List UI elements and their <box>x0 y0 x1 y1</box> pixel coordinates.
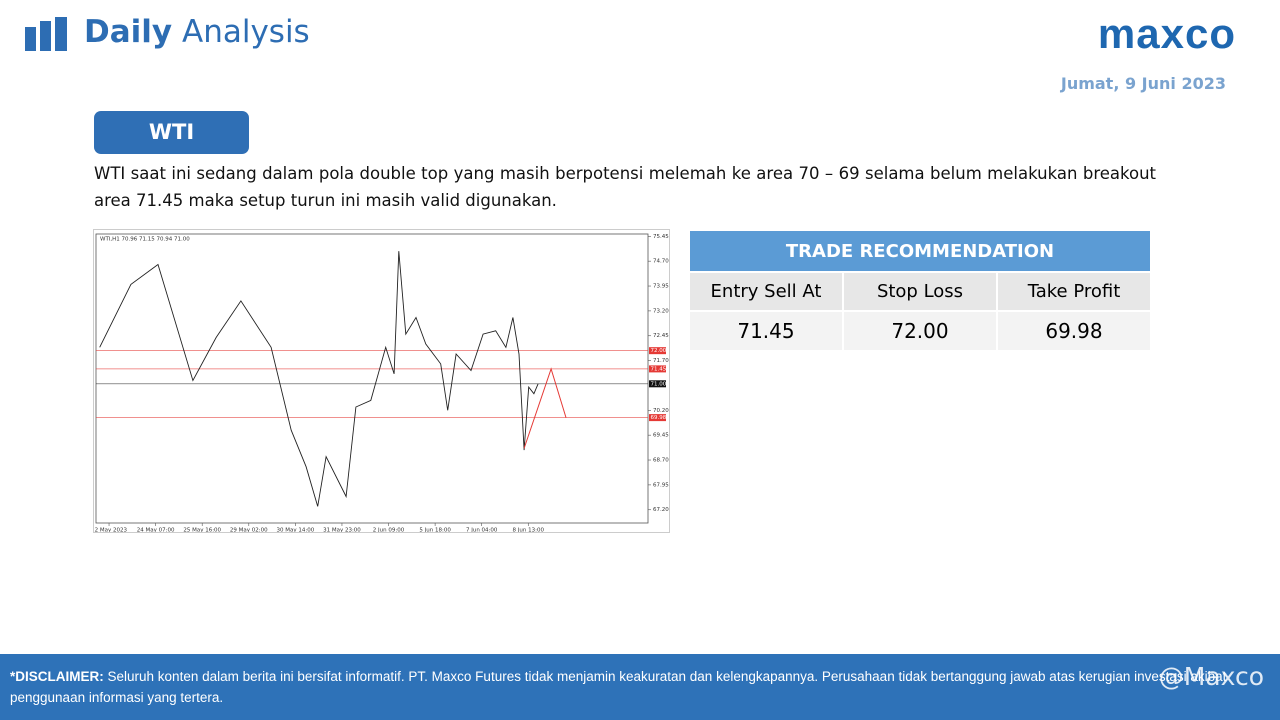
social-handle: @Maxco <box>1158 662 1264 691</box>
price-line <box>99 251 539 507</box>
title-bold: Daily <box>84 14 173 50</box>
projection-line <box>523 367 567 449</box>
level-tag <box>649 380 666 388</box>
column-header: Stop Loss <box>842 271 998 312</box>
cell: 72.00 <box>842 310 998 352</box>
y-tick-label: 67.20 <box>653 507 669 513</box>
level-label: 71.45 <box>651 366 667 372</box>
y-tick-label: 74.70 <box>653 259 669 265</box>
disclaimer-label: *DISCLAIMER: <box>10 669 104 684</box>
y-tick-label: 68.70 <box>653 458 669 464</box>
level-tag <box>649 347 666 355</box>
footer: *DISCLAIMER: Seluruh konten dalam berita… <box>0 654 1280 720</box>
level-label: 72.00 <box>651 348 667 354</box>
x-tick-label: 25 May 16:00 <box>183 528 221 534</box>
brand-logo: maxco <box>1097 10 1236 57</box>
title-rest: Analysis <box>181 14 310 50</box>
disclaimer-text: Seluruh konten dalam berita ini bersifat… <box>10 669 1227 705</box>
column-header: Entry Sell At <box>688 271 844 312</box>
page-title: Daily Analysis <box>84 14 310 50</box>
table-title: TRADE RECOMMENDATION <box>688 229 1152 273</box>
y-tick-label: 73.95 <box>653 284 669 290</box>
x-tick-label: 5 Jun 18:00 <box>419 528 451 534</box>
y-tick-label: 71.70 <box>653 358 669 364</box>
x-tick-label: 2 Jun 09:00 <box>373 528 405 534</box>
x-tick-label: 24 May 07:00 <box>137 528 175 534</box>
logo-icon <box>25 17 67 51</box>
section-label: WTI <box>94 111 249 154</box>
price-chart: WTI,H1 70.96 71.15 70.94 71.00 75.45 74.70… <box>93 229 670 533</box>
level-tag <box>649 414 666 422</box>
level-label: 71.00 <box>651 381 667 387</box>
x-tick-label: 8 Jun 13:00 <box>513 528 545 534</box>
x-tick-label: 7 Jun 04:00 <box>466 528 498 534</box>
cell: 69.98 <box>996 310 1152 352</box>
column-header: Take Profit <box>996 271 1152 312</box>
analysis-text: WTI saat ini sedang dalam pola double to… <box>94 164 1156 210</box>
cell: 71.45 <box>688 310 844 352</box>
date: Jumat, 9 Juni 2023 <box>1060 74 1226 93</box>
y-tick-label: 73.20 <box>653 308 669 314</box>
y-tick-label: 70.20 <box>653 408 669 414</box>
x-tick-label: 31 May 23:00 <box>323 528 361 534</box>
x-tick-label: 29 May 02:00 <box>230 528 268 534</box>
level-label: 69.98 <box>651 415 667 421</box>
disclaimer: *DISCLAIMER: Seluruh konten dalam berita… <box>10 666 1270 708</box>
x-tick-label: 30 May 14:00 <box>277 528 315 534</box>
y-tick-label: 72.45 <box>653 333 669 339</box>
y-tick-label: 69.45 <box>653 433 669 439</box>
trade-table: TRADE RECOMMENDATION Entry Sell At Stop L… <box>688 229 1152 352</box>
chart-header: WTI,H1 70.96 71.15 70.94 71.00 <box>100 237 190 243</box>
y-tick-label: 67.95 <box>653 482 669 488</box>
y-tick-label: 75.45 <box>653 234 669 240</box>
x-tick-label: 22 May 2023 <box>93 528 127 534</box>
level-tag <box>649 365 666 373</box>
plot-area <box>95 233 649 524</box>
